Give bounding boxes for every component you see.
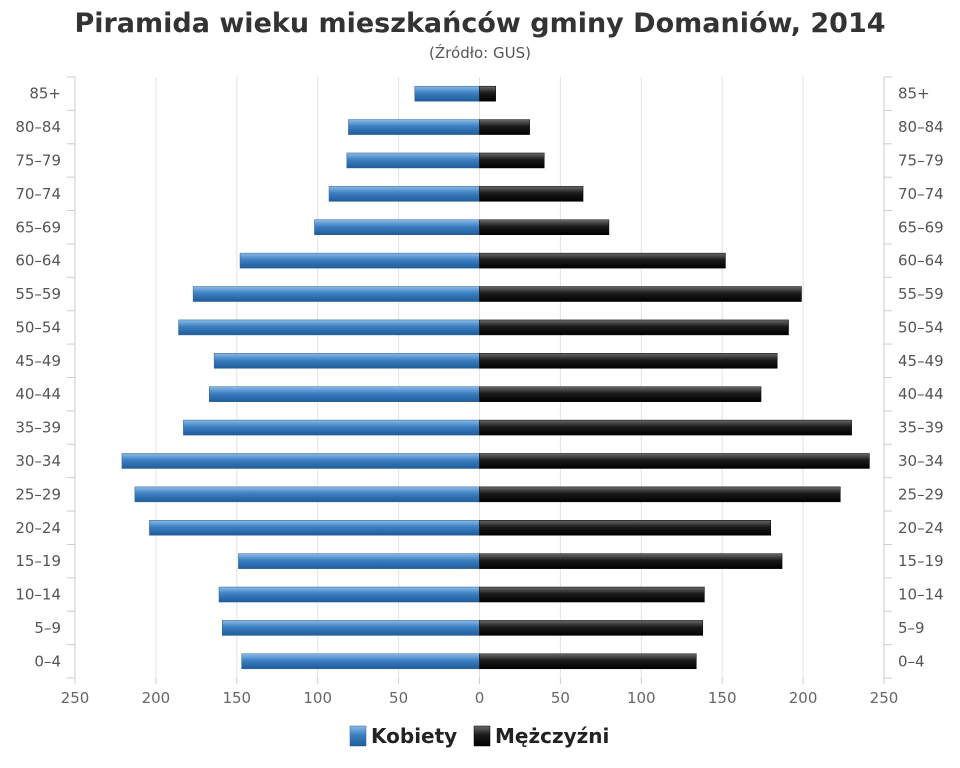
bar-mezczyzni: [479, 319, 789, 336]
category-label-right: 15–19: [898, 552, 944, 570]
bar-mezczyzni: [479, 386, 762, 402]
legend-item-kobiety[interactable]: Kobiety: [349, 724, 457, 748]
bar-mezczyzni: [479, 353, 778, 369]
category-label-left: 20–24: [15, 519, 61, 537]
category-label-left: 5–9: [34, 619, 61, 637]
bar-mezczyzni: [479, 85, 496, 102]
category-label-right: 55–59: [898, 285, 944, 303]
x-tick-label: 200: [142, 689, 171, 707]
category-label-right: 60–64: [898, 252, 944, 270]
category-label-right: 30–34: [898, 452, 944, 470]
bar-kobiety: [192, 286, 480, 302]
bar-mezczyzni: [479, 252, 726, 269]
bar-kobiety: [414, 85, 480, 102]
bar-mezczyzni: [479, 119, 530, 135]
category-label-left: 70–74: [15, 185, 61, 203]
bar-mezczyzni: [479, 653, 697, 670]
bar-mezczyzni: [479, 453, 870, 469]
x-tick-label: 0: [475, 689, 485, 707]
category-labels: 85+ 85+ 80–84 80–84 75–79 75–79 70–74 70–74 65–6…: [15, 85, 943, 671]
x-tick-label: 150: [222, 689, 251, 707]
category-label-left: 65–69: [15, 218, 61, 236]
x-tick-label: 150: [708, 689, 737, 707]
category-label-right: 10–14: [898, 586, 944, 604]
category-label-right: 75–79: [898, 151, 944, 169]
legend-item-mezczyzni[interactable]: Mężczyźni: [473, 724, 609, 748]
category-label-left: 75–79: [15, 151, 61, 169]
bar-kobiety: [348, 119, 480, 135]
legend-label-kobiety: Kobiety: [371, 724, 457, 748]
bar-mezczyzni: [479, 152, 545, 169]
category-label-left: 30–34: [15, 452, 61, 470]
category-label-left: 35–39: [15, 419, 61, 437]
category-label-right: 35–39: [898, 419, 944, 437]
category-label-right: 70–74: [898, 185, 944, 203]
bar-mezczyzni: [479, 219, 610, 235]
bar-kobiety: [178, 319, 480, 336]
bar-mezczyzni: [479, 553, 783, 569]
category-label-left: 45–49: [15, 352, 61, 370]
category-label-right: 80–84: [898, 118, 944, 136]
chart-title: Piramida wieku mieszkańców gminy Domanió…: [74, 8, 885, 39]
category-label-left: 50–54: [15, 318, 61, 336]
category-label-left: 80–84: [15, 118, 61, 136]
bar-kobiety: [238, 553, 480, 569]
category-label-right: 85+: [898, 85, 930, 103]
bar-kobiety: [328, 186, 480, 202]
bar-mezczyzni: [479, 286, 802, 302]
bar-kobiety: [134, 486, 480, 503]
category-label-right: 5–9: [898, 619, 925, 637]
bar-kobiety: [241, 653, 480, 670]
grid-lines: [155, 77, 804, 678]
axes: [67, 76, 892, 684]
category-label-left: 55–59: [15, 285, 61, 303]
category-label-left: 85+: [29, 85, 61, 103]
category-label-left: 10–14: [15, 586, 61, 604]
bar-kobiety: [183, 419, 480, 436]
bar-mezczyzni: [479, 419, 852, 436]
bars: [121, 85, 870, 670]
category-label-left: 40–44: [15, 385, 61, 403]
x-tick-label: 250: [61, 689, 90, 707]
bar-kobiety: [346, 152, 480, 169]
category-label-right: 50–54: [898, 318, 944, 336]
bar-mezczyzni: [479, 186, 584, 202]
x-tick-label: 100: [303, 689, 332, 707]
x-tick-label: 200: [789, 689, 818, 707]
x-tick-label: 50: [389, 689, 408, 707]
category-label-right: 40–44: [898, 385, 944, 403]
x-tick-labels: 250 200 150 100 50 0 50 100 150 200 250: [61, 689, 899, 707]
bar-kobiety: [239, 252, 480, 269]
bar-mezczyzni: [479, 486, 841, 503]
bar-kobiety: [121, 453, 480, 469]
category-label-left: 0–4: [34, 652, 61, 670]
legend-swatch-kobiety: [349, 725, 367, 747]
bar-mezczyzni: [479, 520, 771, 536]
bar-kobiety: [218, 586, 480, 603]
category-label-right: 25–29: [898, 485, 944, 503]
category-label-left: 15–19: [15, 552, 61, 570]
category-label-left: 25–29: [15, 485, 61, 503]
category-label-right: 0–4: [898, 652, 925, 670]
category-label-right: 45–49: [898, 352, 944, 370]
x-tick-label: 50: [551, 689, 570, 707]
legend-label-mezczyzni: Mężczyźni: [495, 724, 609, 748]
legend: Kobiety Mężczyźni: [349, 724, 609, 748]
bar-kobiety: [221, 620, 480, 636]
category-label-right: 65–69: [898, 218, 944, 236]
bar-kobiety: [213, 353, 480, 369]
bar-mezczyzni: [479, 586, 705, 603]
bar-kobiety: [209, 386, 480, 402]
x-tick-label: 100: [627, 689, 656, 707]
x-tick-label: 250: [870, 689, 899, 707]
bar-mezczyzni: [479, 620, 704, 636]
bar-kobiety: [314, 219, 480, 235]
chart-subtitle: (Źródło: GUS): [429, 43, 531, 62]
category-label-left: 60–64: [15, 252, 61, 270]
category-label-right: 20–24: [898, 519, 944, 537]
bar-kobiety: [149, 520, 480, 536]
legend-swatch-mezczyzni: [473, 725, 491, 747]
